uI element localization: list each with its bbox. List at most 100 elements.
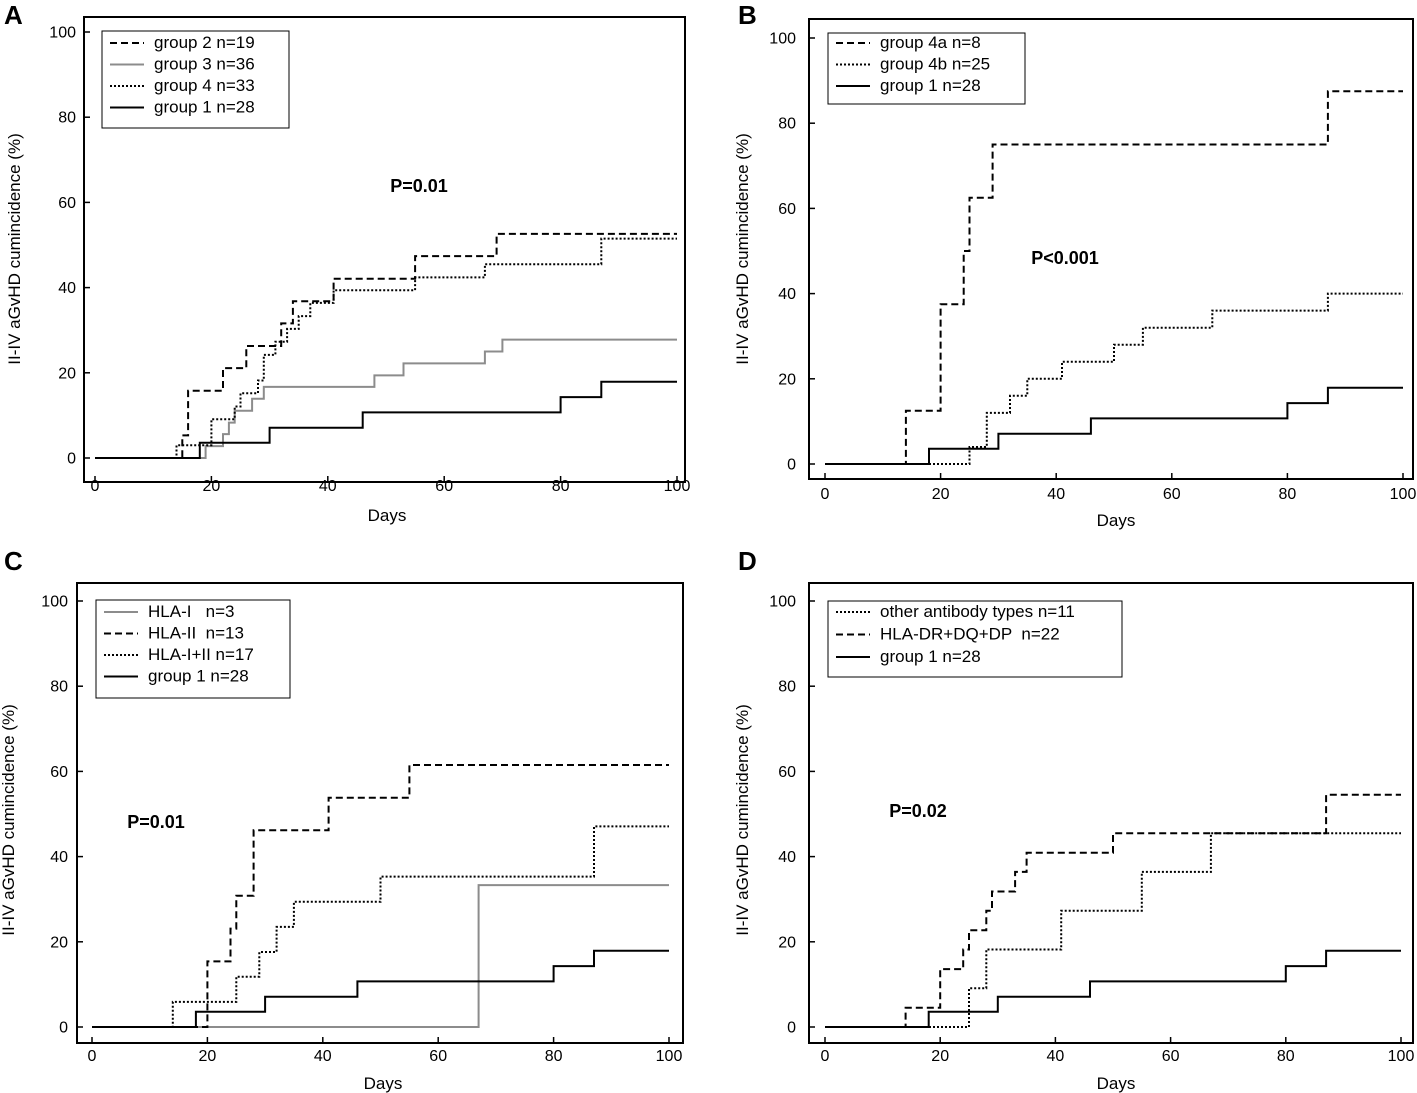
- x-tick-label: 80: [552, 478, 570, 495]
- x-tick-label: 60: [429, 1048, 447, 1065]
- legend-label: group 4b n=25: [880, 55, 990, 74]
- panel-b: B 0 20 40 60 80 100 0 20 40 60 80 100 Days II-IV aG…: [733, 0, 1416, 530]
- p-value: P=0.01: [127, 812, 185, 832]
- legend: HLA-I n=3 HLA-II n=13 HLA-I+II n=17 group 1…: [104, 602, 254, 686]
- legend: other antibody types n=11 HLA-DR+DQ+DP n=…: [836, 602, 1075, 666]
- y-tick-label: 100: [41, 594, 68, 611]
- x-tick-label: 0: [821, 1048, 830, 1065]
- y-tick-label: 100: [769, 31, 796, 48]
- legend-label: group 2 n=19: [154, 33, 255, 52]
- legend-label: other antibody types n=11: [880, 602, 1075, 621]
- y-tick-label: 0: [787, 1020, 796, 1037]
- y-axis-label: II-IV aGvHD cumincidence (%): [0, 704, 18, 935]
- axis-ticks: 0 20 40 60 80 100 0 20 40 60 80 100: [769, 31, 1416, 504]
- series-other-0-line: [825, 832, 1401, 1028]
- plot-frame: [808, 18, 1414, 480]
- p-value: P=0.01: [390, 176, 448, 196]
- legend: group 4a n=8 group 4b n=25 group 1 n=28: [836, 33, 990, 95]
- series-group-2-line: [825, 949, 1401, 1028]
- panel-a: A 0 20 40 60 80 100 0 20 40 60 80 100 Days II-IV aG…: [4, 0, 690, 525]
- y-tick-label: 60: [778, 201, 796, 218]
- y-tick-label: 60: [50, 764, 68, 781]
- curves: [825, 793, 1401, 1028]
- series-hla-dr-dq-dp-1-line: [825, 793, 1401, 1028]
- panel-letter-b: B: [738, 0, 757, 30]
- legend-label: group 1 n=28: [880, 647, 981, 666]
- x-tick-label: 80: [545, 1048, 563, 1065]
- legend-label: group 3 n=36: [154, 55, 255, 74]
- x-tick-label: 100: [656, 1048, 683, 1065]
- legend-box: [827, 32, 1026, 105]
- y-tick-label: 40: [778, 849, 796, 866]
- y-tick-label: 0: [787, 457, 796, 474]
- y-tick-label: 20: [50, 934, 68, 951]
- axis-ticks: 0 20 40 60 80 100 0 20 40 60 80 100: [49, 25, 690, 496]
- y-tick-label: 40: [50, 849, 68, 866]
- plot-frame: [808, 582, 1414, 1044]
- x-tick-label: 60: [435, 478, 453, 495]
- curves: [825, 90, 1403, 465]
- p-value: P=0.02: [889, 801, 947, 821]
- y-tick-label: 80: [778, 679, 796, 696]
- x-tick-label: 20: [203, 478, 221, 495]
- y-tick-label: 100: [769, 594, 796, 611]
- y-tick-label: 0: [59, 1020, 68, 1037]
- series-group-3-line: [95, 380, 677, 459]
- p-value: P<0.001: [1031, 248, 1099, 268]
- series-group-3-line: [92, 949, 669, 1028]
- panel-letter-c: C: [4, 546, 23, 576]
- series-hla-i-ii-2-line: [92, 825, 669, 1028]
- x-tick-label: 0: [91, 478, 100, 495]
- series-group-1-line: [825, 292, 1403, 465]
- y-axis-label: II-IV aGvHD cumincidence (%): [5, 133, 24, 364]
- x-tick-label: 0: [88, 1048, 97, 1065]
- x-axis-label: Days: [1097, 511, 1136, 530]
- y-tick-label: 100: [49, 25, 76, 42]
- y-tick-label: 40: [778, 286, 796, 303]
- x-tick-label: 20: [932, 486, 950, 503]
- y-tick-label: 80: [58, 110, 76, 127]
- legend-label: HLA-II n=13: [148, 624, 244, 643]
- x-tick-label: 60: [1163, 486, 1181, 503]
- y-tick-label: 40: [58, 280, 76, 297]
- y-tick-label: 20: [778, 934, 796, 951]
- x-tick-label: 60: [1162, 1048, 1180, 1065]
- y-axis-label: II-IV aGvHD cumincidence (%): [733, 133, 752, 364]
- x-tick-label: 80: [1277, 1048, 1295, 1065]
- x-axis-label: Days: [364, 1074, 403, 1093]
- legend-label: group 4a n=8: [880, 33, 981, 52]
- series-group-2-line: [95, 237, 677, 459]
- axis-ticks: 0 20 40 60 80 100 0 20 40 60 80 100: [41, 594, 682, 1066]
- y-tick-label: 60: [58, 195, 76, 212]
- legend-label: group 4 n=33: [154, 76, 255, 95]
- legend-box: [101, 30, 290, 129]
- x-tick-label: 40: [1047, 1048, 1065, 1065]
- x-tick-label: 40: [319, 478, 337, 495]
- series-group-2-line: [825, 386, 1403, 465]
- series-hla-ii-1-line: [92, 764, 669, 1028]
- curves: [92, 764, 669, 1028]
- plot-frame: [76, 582, 684, 1044]
- legend-box: [827, 600, 1123, 678]
- series-hla-i-0-line: [92, 884, 669, 1028]
- legend-label: HLA-I n=3: [148, 602, 234, 621]
- panel-letter-d: D: [738, 546, 757, 576]
- legend-label: group 1 n=28: [154, 98, 255, 117]
- y-tick-label: 20: [778, 371, 796, 388]
- x-tick-label: 20: [199, 1048, 217, 1065]
- x-axis-label: Days: [368, 506, 407, 525]
- curves: [95, 232, 677, 459]
- legend-label: HLA-DR+DQ+DP n=22: [880, 625, 1060, 644]
- x-tick-label: 100: [1388, 1048, 1415, 1065]
- x-axis-label: Days: [1097, 1074, 1136, 1093]
- y-tick-label: 0: [67, 451, 76, 468]
- y-tick-label: 80: [778, 116, 796, 133]
- series-group-0-line: [825, 90, 1403, 465]
- series-group-0-line: [95, 232, 677, 459]
- series-group-1-line: [95, 338, 677, 459]
- panel-letter-a: A: [4, 0, 23, 30]
- y-tick-label: 60: [778, 764, 796, 781]
- plot-frame: [83, 16, 686, 483]
- panel-c: C 0 20 40 60 80 100 0 20 40 60 80 100 Days II-IV aG…: [0, 546, 684, 1093]
